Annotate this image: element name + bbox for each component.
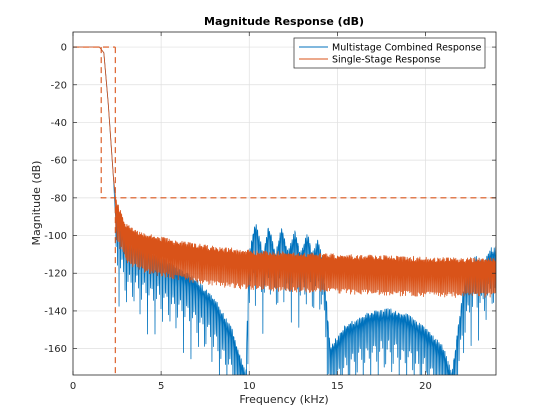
x-tick-label: 0 <box>70 381 76 392</box>
x-tick-label: 10 <box>243 381 256 392</box>
legend-label-multistage: Multistage Combined Response <box>332 43 482 54</box>
y-tick-label: -20 <box>51 80 67 91</box>
y-tick-label: 0 <box>61 43 67 54</box>
series-line-single-stage <box>73 46 496 298</box>
spec-mask-layer <box>73 46 496 375</box>
mask-stopband-line <box>100 47 496 199</box>
plot-background <box>73 32 496 375</box>
x-tick-label: 15 <box>331 381 344 392</box>
y-tick-label: -40 <box>51 118 67 129</box>
series-layer <box>73 46 496 375</box>
y-axis-label: Magnitude (dB) <box>30 161 43 246</box>
plot-frame <box>72 31 497 376</box>
y-tick-label: -120 <box>44 269 67 280</box>
legend: Multistage Combined Response Single-Stag… <box>293 37 486 69</box>
x-tick-label: 20 <box>419 381 432 392</box>
y-tick-label: -80 <box>51 193 67 204</box>
y-tick-label: -60 <box>51 156 67 167</box>
x-axis-label: Frequency (kHz) <box>239 393 328 406</box>
chart-title: Magnitude Response (dB) <box>204 15 364 28</box>
y-axis-ticks: 0 -20 -40 -60 -80 -100 -120 -140 -160 <box>44 43 496 355</box>
legend-label-single-stage: Single-Stage Response <box>332 55 441 66</box>
legend-box <box>293 37 486 69</box>
y-tick-label: -160 <box>44 344 67 355</box>
x-tick-label: 5 <box>158 381 164 392</box>
x-axis-ticks: 0 5 10 15 20 <box>70 32 432 392</box>
y-tick-label: -100 <box>44 231 67 242</box>
y-tick-label: -140 <box>44 306 67 317</box>
